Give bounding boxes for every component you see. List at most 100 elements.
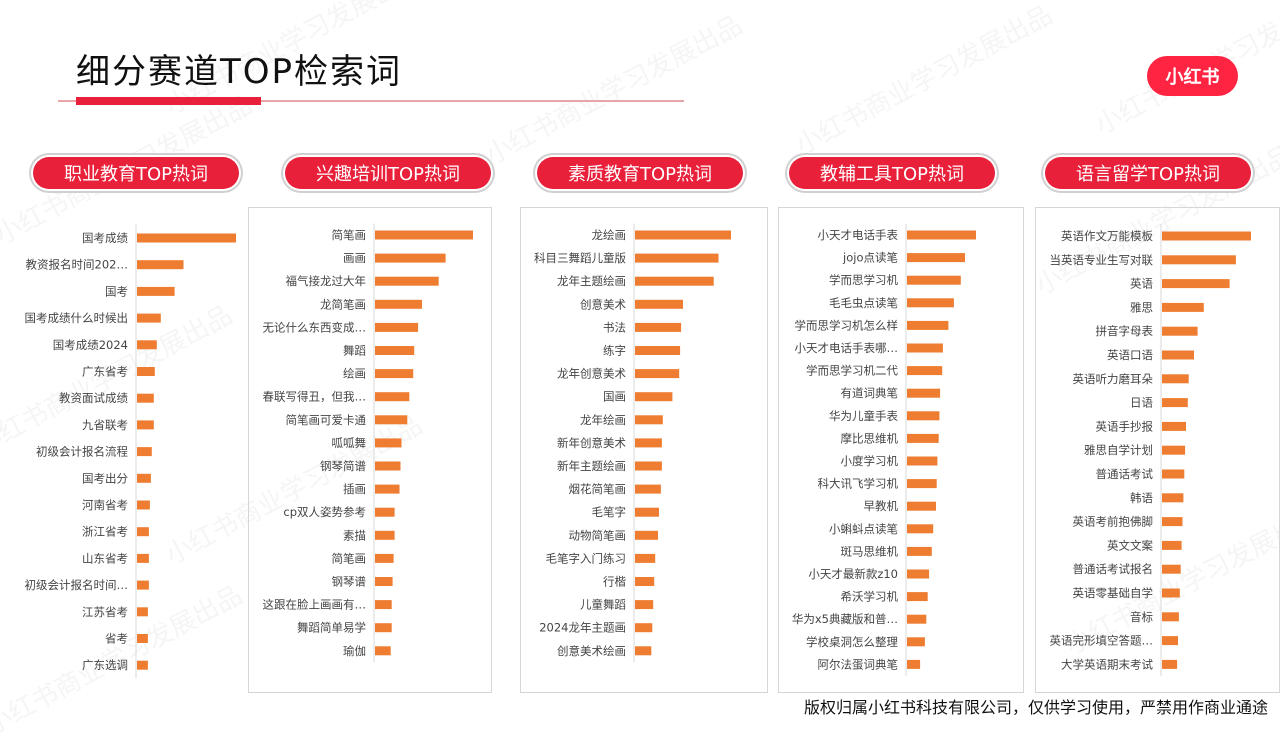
- category-label: 九省联考: [82, 418, 128, 432]
- category-label: 音标: [1130, 610, 1153, 624]
- bar: [907, 501, 936, 511]
- bar: [1162, 540, 1182, 550]
- bar: [137, 367, 155, 376]
- category-label: 小天才最新款z10: [808, 567, 898, 581]
- bar: [635, 253, 719, 263]
- watermark: 小红书商业学习发展出品: [480, 10, 748, 172]
- bar: [375, 646, 391, 656]
- bar: [1162, 517, 1183, 527]
- bar: [907, 456, 938, 466]
- bar: [1162, 421, 1186, 431]
- bar: [375, 230, 473, 240]
- category-label: 烟花简笔画: [569, 482, 627, 496]
- category-label: 希沃学习机: [841, 590, 899, 604]
- category-label: 儿童舞蹈: [580, 598, 626, 612]
- bar: [375, 461, 401, 471]
- bar: [1162, 445, 1186, 455]
- bar: [907, 253, 965, 263]
- category-label: 龙年主题绘画: [557, 274, 626, 288]
- category-label: 教资面试成绩: [59, 391, 128, 405]
- category-label: 创意美术绘画: [557, 644, 626, 658]
- category-label: 华为儿童手表: [829, 409, 898, 423]
- bar: [137, 447, 152, 457]
- category-label: 国画: [603, 390, 626, 404]
- category-label: 广东省考: [82, 365, 128, 379]
- bar: [375, 346, 415, 355]
- category-label: 2024龙年主题画: [539, 621, 626, 635]
- title-accent-bar: [76, 97, 261, 105]
- bar: [137, 634, 148, 643]
- category-label: 英语考前抱佛脚: [1073, 515, 1154, 529]
- category-label: 书法: [603, 320, 626, 334]
- category-label: 动物简笔画: [569, 528, 627, 542]
- bar: [635, 346, 681, 355]
- bar: [375, 276, 439, 286]
- category-label: 阿尔法蛋词典笔: [818, 657, 899, 671]
- bar: [635, 299, 683, 309]
- bar: [375, 415, 408, 425]
- chart-panel-language: 英语作文万能模板 当英语专业生写对联 英语 雅思 拼音字母表 英语口语 英语听力磨耳朵 日语英…: [1035, 207, 1280, 693]
- bar: [1162, 302, 1204, 312]
- bar: [907, 637, 925, 647]
- category-label: 国考成绩: [82, 231, 128, 245]
- section-pill-language: 语言留学TOP热词: [1045, 157, 1251, 189]
- bar: [1162, 659, 1178, 669]
- bar: [907, 275, 961, 285]
- category-label: 钢琴谱: [332, 575, 367, 589]
- page-title: 细分赛道TOP检索词: [76, 52, 403, 92]
- category-label: 斑马思维机: [841, 544, 899, 558]
- category-label: 初级会计报名时间…: [25, 578, 129, 592]
- section-pill-tools: 教辅工具TOP热词: [789, 157, 995, 189]
- bar-chart: 简笔画画画福气接龙过大年龙简笔画无论什么东西变成…舞蹈绘画春联写得丑，但我…简笔…: [263, 223, 473, 663]
- category-label: 大学英语期末考试: [1061, 657, 1153, 671]
- bar: [635, 369, 680, 379]
- bar: [1162, 326, 1198, 336]
- category-label: 河南省考: [82, 498, 128, 512]
- category-label: 舞蹈: [343, 344, 366, 358]
- category-label: 普通话考试: [1096, 467, 1154, 481]
- category-label: 浙江省考: [82, 525, 128, 539]
- bar: [137, 660, 148, 670]
- category-label: 春联写得丑，但我…: [263, 390, 367, 404]
- category-label: 江苏省考: [82, 605, 128, 619]
- category-label: 创意美术: [580, 297, 626, 311]
- bar: [375, 253, 446, 263]
- category-label: 英语完形填空答题…: [1050, 634, 1154, 648]
- bar: [907, 230, 976, 240]
- bar: [375, 530, 395, 540]
- bar: [635, 553, 656, 563]
- category-label: 小蝌蚪点读笔: [829, 522, 898, 536]
- category-label: 龙年创意美术: [557, 367, 626, 381]
- section-pill-quality: 素质教育TOP热词: [537, 157, 743, 189]
- category-label: 毛毛虫点读笔: [829, 296, 898, 310]
- category-label: 早教机: [864, 499, 899, 513]
- category-label: jojo点读笔: [842, 251, 898, 265]
- chart-panel-vocational: 国考成绩 教资报名时间202… 国考 国考成绩什么时候出 国考成绩2024 广东省考 教资面…: [10, 207, 245, 693]
- bar: [907, 433, 939, 443]
- category-label: 华为x5典藏版和普…: [792, 612, 898, 626]
- bar: [137, 553, 149, 563]
- category-label: 学而思学习机二代: [806, 364, 898, 378]
- bar: [137, 313, 161, 323]
- category-label: 学而思学习机: [829, 273, 898, 287]
- bar: [1162, 398, 1188, 408]
- bar: [375, 600, 392, 610]
- bar: [375, 299, 422, 309]
- category-label: 行楷: [603, 575, 626, 589]
- category-label: 学校桌洞怎么整理: [806, 635, 898, 649]
- bar: [907, 343, 943, 353]
- bar: [375, 438, 402, 448]
- category-label: 英语听力磨耳朵: [1073, 372, 1154, 386]
- bar: [635, 438, 662, 448]
- category-label: 科目三舞蹈儿童版: [534, 251, 626, 265]
- category-label: 雅思: [1130, 300, 1153, 314]
- bar-chart: 英语作文万能模板当英语专业生写对联英语雅思拼音字母表英语口语英语听力磨耳朵日语英…: [1050, 224, 1251, 677]
- bar: [907, 320, 949, 330]
- category-label: 学而思学习机怎么样: [795, 318, 899, 332]
- bar: [375, 484, 400, 494]
- category-label: 绘画: [343, 367, 366, 381]
- chart-panel-quality: 龙绘画 科目三舞蹈儿童版 龙年主题绘画 创意美术 书法 练字 龙年创意美术 国画 龙年绘画 新年创…: [520, 207, 768, 693]
- bar: [137, 420, 154, 430]
- bar: [1162, 493, 1184, 503]
